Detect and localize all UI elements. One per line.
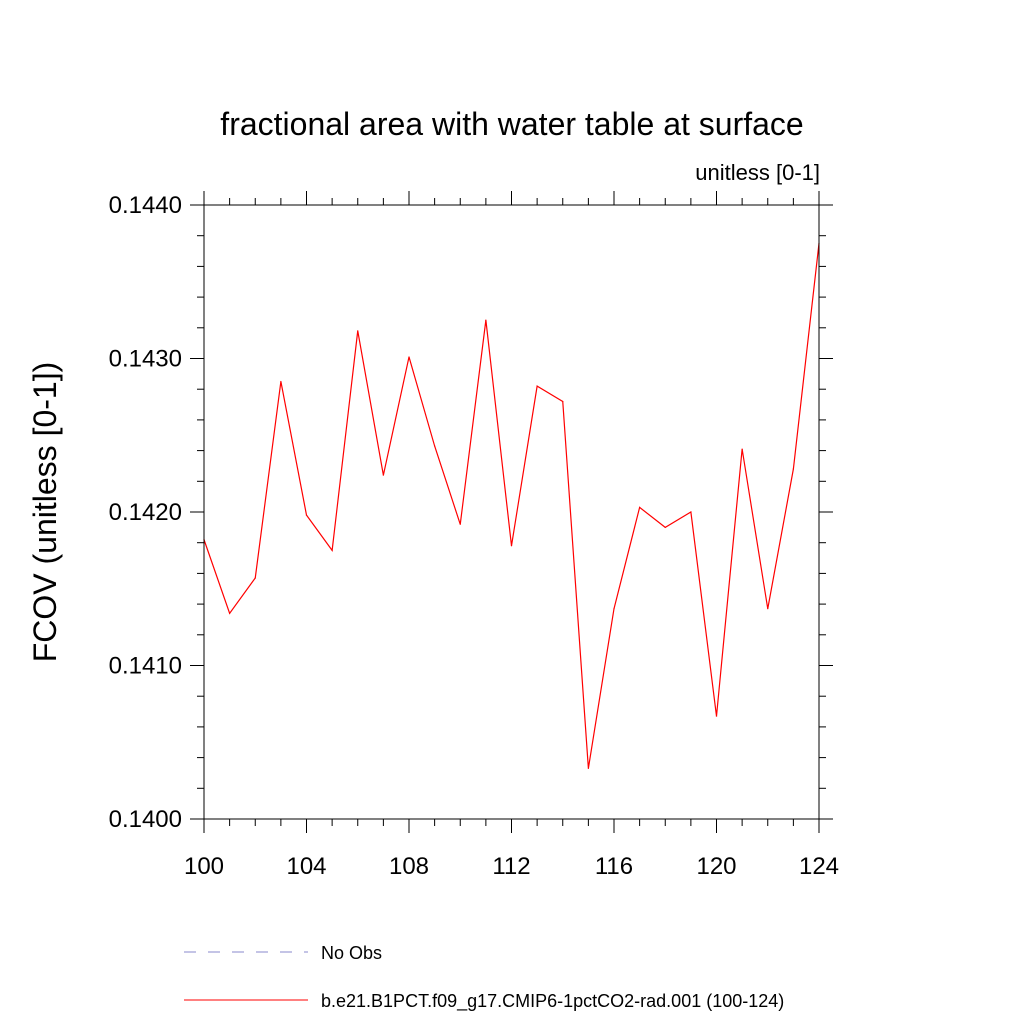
data-point bbox=[305, 514, 308, 516]
data-point bbox=[382, 474, 384, 476]
data-point bbox=[459, 523, 461, 525]
data-point bbox=[331, 549, 333, 551]
y-tick-label: 0.1400 bbox=[109, 806, 182, 833]
data-point bbox=[690, 511, 692, 513]
y-tick-labels: 0.1400 0.1410 0.1420 0.1430 0.1440 bbox=[109, 192, 182, 833]
x-tick-labels: 100 104 108 112 116 120 124 bbox=[184, 853, 839, 880]
chart-subtitle: unitless [0-1] bbox=[695, 160, 820, 185]
data-point bbox=[767, 608, 769, 610]
chart-title: fractional area with water table at surf… bbox=[220, 106, 803, 142]
data-lines bbox=[203, 242, 820, 769]
legend-label-model-run: b.e21.B1PCT.f09_g17.CMIP6-1pctCO2-rad.00… bbox=[321, 991, 784, 1012]
x-tick-label: 120 bbox=[696, 853, 736, 880]
data-point bbox=[639, 506, 641, 508]
data-point bbox=[587, 767, 589, 769]
data-point bbox=[536, 385, 538, 387]
y-tick-label: 0.1410 bbox=[109, 653, 182, 680]
plot-frame bbox=[203, 204, 820, 820]
y-tick-label: 0.1430 bbox=[109, 346, 182, 373]
data-point bbox=[792, 468, 794, 470]
x-tick-label: 104 bbox=[286, 853, 326, 880]
data-point bbox=[280, 380, 282, 383]
data-point bbox=[715, 715, 718, 717]
data-point bbox=[229, 612, 231, 614]
data-point bbox=[741, 448, 743, 450]
series-line bbox=[203, 243, 820, 769]
legend: No Obs b.e21.B1PCT.f09_g17.CMIP6-1pctCO2… bbox=[184, 943, 784, 1012]
x-tick-label: 116 bbox=[595, 853, 633, 880]
data-point bbox=[357, 330, 359, 332]
y-tick-label: 0.1420 bbox=[109, 499, 182, 526]
x-tick-label: 124 bbox=[799, 853, 839, 880]
data-point bbox=[408, 356, 410, 358]
x-tick-label: 100 bbox=[184, 853, 224, 880]
data-point bbox=[254, 577, 256, 579]
data-point bbox=[613, 608, 615, 610]
y-tick-label: 0.1440 bbox=[109, 192, 182, 219]
data-point bbox=[485, 319, 487, 321]
axis-ticks bbox=[190, 191, 833, 833]
data-point bbox=[664, 526, 666, 528]
data-point bbox=[510, 545, 513, 547]
data-point bbox=[434, 445, 436, 447]
x-tick-label: 112 bbox=[492, 853, 530, 880]
data-point bbox=[562, 400, 564, 403]
legend-label-no-obs: No Obs bbox=[321, 943, 382, 963]
y-axis-label: FCOV (unitless [0-1]) bbox=[27, 362, 63, 663]
x-tick-label: 108 bbox=[389, 853, 429, 880]
